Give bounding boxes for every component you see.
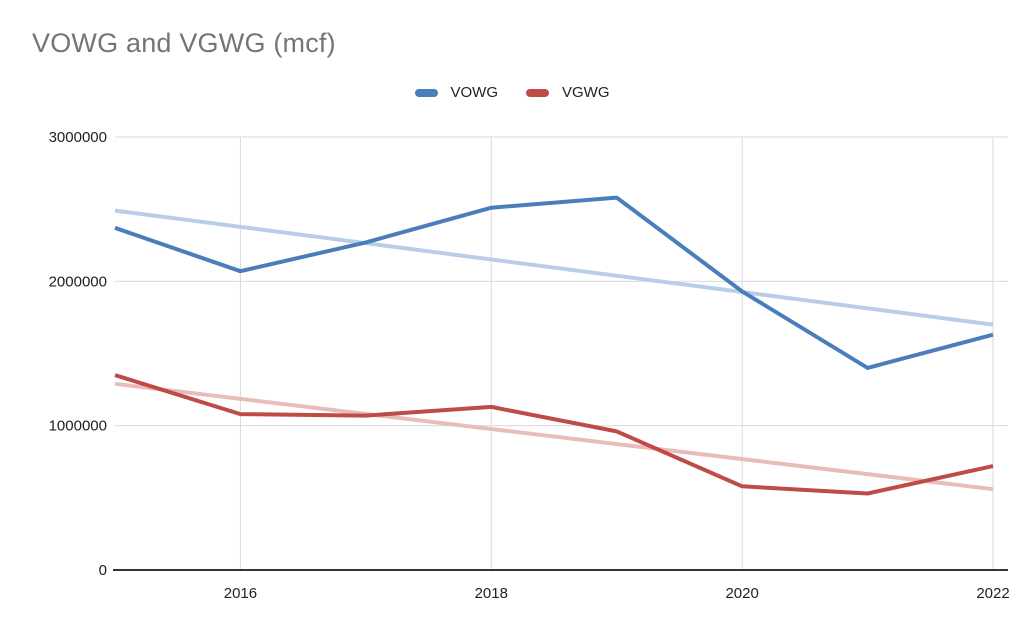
- chart-title: VOWG and VGWG (mcf): [32, 28, 336, 58]
- trendline-vowg: [114, 208, 994, 327]
- x-tick-label: 2022: [976, 585, 1009, 602]
- trendline-vgwg: [114, 381, 994, 492]
- y-tick-label: 0: [99, 562, 107, 579]
- legend-item-vowg: VOWG: [414, 84, 499, 101]
- y-tick-label: 2000000: [49, 273, 107, 290]
- x-tick-label: 2020: [725, 585, 758, 602]
- legend: VOWG VGWG: [0, 84, 1024, 101]
- legend-swatch-vowg: [414, 88, 438, 97]
- legend-label-vgwg: VGWG: [562, 84, 610, 101]
- legend-item-vgwg: VGWG: [526, 84, 610, 101]
- series-line-vowg: [114, 195, 994, 370]
- x-tick-label: 2018: [475, 585, 508, 602]
- y-tick-label: 1000000: [49, 418, 107, 435]
- legend-swatch-vgwg: [526, 88, 549, 97]
- legend-label-vowg: VOWG: [450, 84, 499, 101]
- x-tick-label: 2016: [224, 585, 257, 602]
- y-tick-label: 3000000: [49, 129, 107, 146]
- series-line-vgwg: [114, 373, 994, 496]
